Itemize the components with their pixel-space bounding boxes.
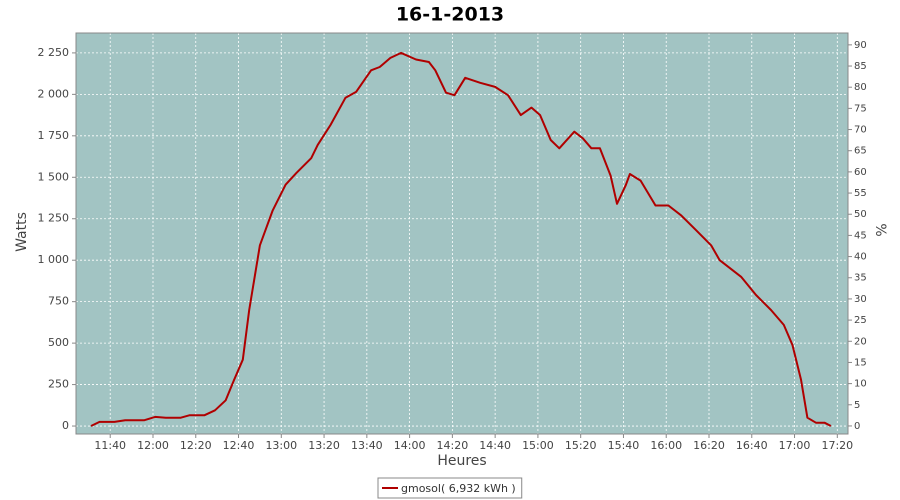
x-tick-label: 14:20 xyxy=(437,439,469,452)
x-tick-label: 16:00 xyxy=(650,439,682,452)
y-tick-label: 1 000 xyxy=(38,253,70,266)
y-tick-label: 250 xyxy=(48,378,69,391)
y-tick-label: 1 250 xyxy=(38,212,70,225)
y2-tick-label: 75 xyxy=(854,103,867,114)
x-tick-label: 16:20 xyxy=(693,439,725,452)
x-tick-label: 12:20 xyxy=(180,439,212,452)
y2-tick-label: 55 xyxy=(854,188,867,199)
y-axis-label: Watts xyxy=(14,212,30,252)
y-tick-label: 2 000 xyxy=(38,87,70,100)
y-tick-label: 500 xyxy=(48,336,69,349)
y2-tick-label: 90 xyxy=(854,40,867,51)
y2-tick-label: 10 xyxy=(854,379,867,390)
plot-area xyxy=(75,32,849,435)
y2-tick-label: 60 xyxy=(854,167,867,178)
legend-label: gmosol( 6,932 kWh ) xyxy=(401,482,516,495)
y2-tick-label: 65 xyxy=(854,146,867,157)
y-tick-label: 1 750 xyxy=(38,129,70,142)
y2-tick-label: 15 xyxy=(854,357,867,368)
y2-tick-label: 35 xyxy=(854,273,867,284)
legend: gmosol( 6,932 kWh ) xyxy=(377,477,523,499)
x-tick-label: 13:00 xyxy=(265,439,297,452)
series-line xyxy=(90,51,832,427)
y2-tick-label: 70 xyxy=(854,125,867,136)
x-tick-label: 17:20 xyxy=(821,439,853,452)
y2-axis-label: % xyxy=(872,223,888,236)
x-tick-label: 11:40 xyxy=(94,439,126,452)
x-tick-label: 14:00 xyxy=(394,439,426,452)
y-tick-label: 0 xyxy=(62,419,69,432)
x-tick-label: 15:00 xyxy=(522,439,554,452)
x-tick-label: 12:00 xyxy=(137,439,169,452)
x-tick-label: 16:40 xyxy=(736,439,768,452)
x-tick-label: 13:40 xyxy=(351,439,383,452)
y-tick-label: 750 xyxy=(48,295,69,308)
y2-tick-label: 30 xyxy=(854,294,867,305)
y2-tick-label: 25 xyxy=(854,315,867,326)
y-tick-label: 2 250 xyxy=(38,46,70,59)
y2-tick-label: 5 xyxy=(854,400,860,411)
x-tick-label: 13:20 xyxy=(308,439,340,452)
y2-tick-label: 50 xyxy=(854,209,867,220)
x-tick-label: 12:40 xyxy=(223,439,255,452)
x-tick-label: 17:00 xyxy=(779,439,811,452)
y2-tick-label: 0 xyxy=(854,421,860,432)
plot-border xyxy=(75,32,849,435)
x-tick-label: 15:20 xyxy=(565,439,597,452)
legend-box xyxy=(377,477,523,499)
y2-tick-label: 80 xyxy=(854,82,867,93)
x-axis-label: Heures xyxy=(437,453,486,469)
x-tick-label: 14:40 xyxy=(479,439,511,452)
y2-tick-label: 45 xyxy=(854,230,867,241)
y2-tick-label: 20 xyxy=(854,336,867,347)
y2-tick-label: 85 xyxy=(854,61,867,72)
y2-tick-label: 40 xyxy=(854,252,867,263)
x-tick-label: 15:40 xyxy=(608,439,640,452)
y-tick-label: 1 500 xyxy=(38,170,70,183)
chart-title: 16-1-2013 xyxy=(396,4,504,26)
